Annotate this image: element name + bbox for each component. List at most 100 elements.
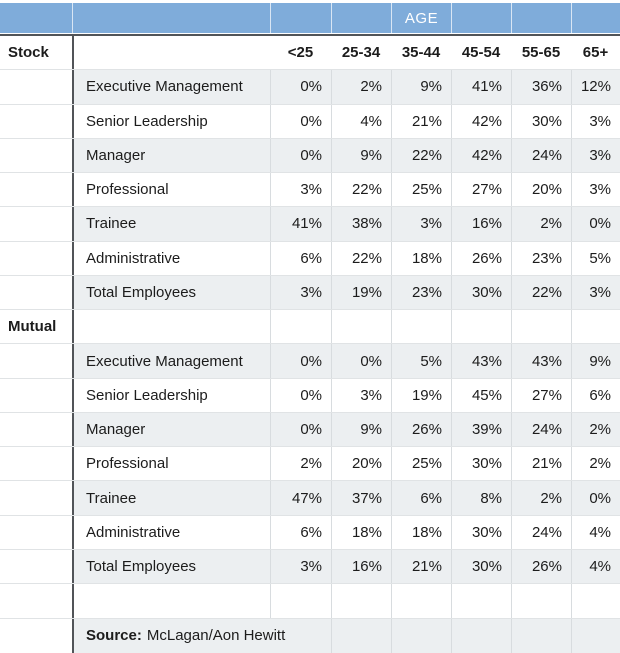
value-cell: 26%	[511, 549, 571, 584]
value-cell: 39%	[451, 412, 511, 447]
column-header-cell: 45-54	[461, 44, 501, 62]
source-label: Source:	[86, 627, 142, 645]
value-cell: 23%	[391, 275, 451, 310]
label-cell: Total Employees	[72, 549, 270, 584]
band-cell	[72, 3, 270, 33]
label-cell: Senior Leadership	[72, 104, 270, 138]
value-cell: 6%	[270, 515, 331, 549]
band-cell	[0, 3, 72, 33]
table-row: Senior Leadership 0% 3% 19% 45% 27% 6%	[0, 378, 620, 413]
value-cell: 21%	[391, 104, 451, 138]
value-cell: 43%	[451, 344, 511, 378]
group-cell: Mutual	[8, 318, 57, 336]
value-cell: 9%	[331, 412, 391, 447]
value-cell: 4%	[571, 549, 620, 584]
label-cell: Manager	[72, 138, 270, 173]
value-cell	[391, 310, 451, 344]
value-cell: 0%	[571, 207, 620, 241]
value-cell: 5%	[571, 241, 620, 275]
value-cell	[331, 584, 391, 618]
value-cell	[331, 310, 391, 344]
value-cell	[511, 584, 571, 618]
table-row: Administrative 6% 18% 18% 30% 24% 4%	[0, 515, 620, 550]
table-row: Administrative 6% 22% 18% 26% 23% 5%	[0, 241, 620, 276]
column-header-row: Stock <25 25-34 35-44 45-54 55-65 65+	[0, 36, 620, 71]
value-cell: 0%	[270, 70, 331, 104]
value-cell: 37%	[331, 481, 391, 515]
value-cell: 0%	[270, 378, 331, 412]
group-cell	[0, 481, 72, 514]
value-cell: 24%	[511, 138, 571, 173]
value-cell: 25%	[391, 447, 451, 481]
group-cell	[0, 447, 72, 480]
label-cell: Professional	[72, 447, 270, 481]
value-cell: 2%	[511, 481, 571, 515]
label-cell	[72, 310, 270, 344]
value-cell: 6%	[270, 241, 331, 275]
value-cell	[571, 618, 620, 653]
value-cell: 45%	[451, 378, 511, 412]
column-header-cell: 25-34	[341, 44, 381, 62]
value-cell: 8%	[451, 481, 511, 515]
value-cell: 27%	[511, 378, 571, 412]
value-cell: 0%	[270, 344, 331, 378]
value-cell: 18%	[391, 515, 451, 549]
value-cell	[270, 584, 331, 618]
value-cell	[331, 618, 391, 653]
group-cell	[0, 242, 72, 275]
table-row: Senior Leadership 0% 4% 21% 42% 30% 3%	[0, 104, 620, 139]
value-cell: 24%	[511, 412, 571, 447]
value-cell: 30%	[451, 515, 511, 549]
group-cell	[0, 413, 72, 446]
table-row: Professional 3% 22% 25% 27% 20% 3%	[0, 173, 620, 208]
value-cell: 9%	[331, 138, 391, 173]
value-cell: 43%	[511, 344, 571, 378]
group-row: Mutual	[0, 310, 620, 345]
value-cell	[451, 618, 511, 653]
value-cell	[451, 310, 511, 344]
value-cell	[451, 584, 511, 618]
band-cell	[451, 3, 511, 33]
value-cell: 4%	[571, 515, 620, 549]
value-cell: 42%	[451, 104, 511, 138]
value-cell: 3%	[331, 378, 391, 412]
label-cell: Executive Management	[72, 344, 270, 378]
table-row: Executive Management 0% 0% 5% 43% 43% 9%	[0, 344, 620, 379]
value-cell: 18%	[391, 241, 451, 275]
value-cell: 9%	[571, 344, 620, 378]
value-cell: 2%	[331, 70, 391, 104]
table-row: Manager 0% 9% 26% 39% 24% 2%	[0, 412, 620, 448]
column-header-cell: 35-44	[401, 44, 441, 62]
value-cell: 27%	[451, 173, 511, 207]
value-cell: 3%	[571, 104, 620, 138]
band-cell	[270, 3, 331, 33]
value-cell: 3%	[270, 549, 331, 584]
value-cell: 6%	[571, 378, 620, 412]
column-header-cell: 65+	[582, 44, 609, 62]
value-cell: 47%	[270, 481, 331, 515]
value-cell: 2%	[571, 412, 620, 447]
value-cell: 26%	[451, 241, 511, 275]
value-cell: 36%	[511, 70, 571, 104]
value-cell: 23%	[511, 241, 571, 275]
value-cell: 18%	[331, 515, 391, 549]
table-row: Total Employees 3% 19% 23% 30% 22% 3%	[0, 275, 620, 311]
label-cell: Senior Leadership	[72, 378, 270, 412]
value-cell: 25%	[391, 173, 451, 207]
group-cell	[0, 207, 72, 240]
value-cell: 9%	[391, 70, 451, 104]
group-cell	[0, 173, 72, 206]
label-cell: Administrative	[72, 241, 270, 275]
value-cell: 24%	[511, 515, 571, 549]
value-cell	[511, 618, 571, 653]
value-cell: 0%	[331, 344, 391, 378]
source-cell: Source: McLagan/Aon Hewitt	[72, 618, 331, 653]
value-cell: 20%	[331, 447, 391, 481]
value-cell	[571, 310, 620, 344]
value-cell: 22%	[511, 275, 571, 310]
value-cell: 2%	[270, 447, 331, 481]
value-cell: 3%	[270, 173, 331, 207]
value-cell: 3%	[571, 138, 620, 173]
label-cell: Manager	[72, 412, 270, 447]
